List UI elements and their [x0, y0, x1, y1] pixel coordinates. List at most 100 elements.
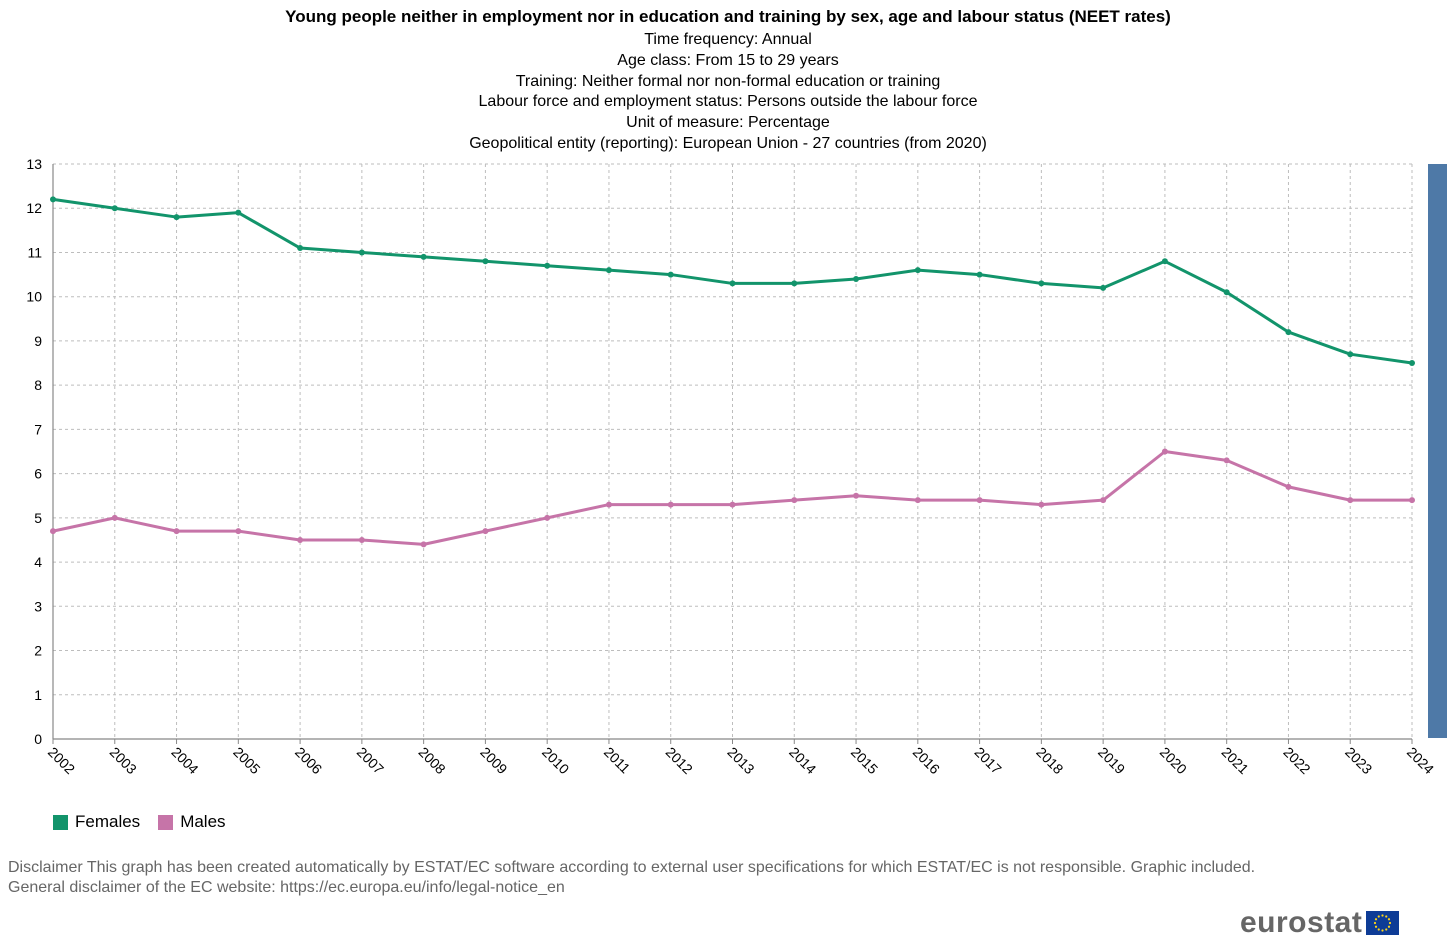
flag-star-icon — [1378, 915, 1381, 918]
data-point-males[interactable] — [914, 497, 921, 504]
data-point-females[interactable] — [914, 267, 921, 274]
data-point-females[interactable] — [1347, 351, 1354, 358]
disclaimer: Disclaimer This graph has been created a… — [8, 858, 1255, 898]
data-point-males[interactable] — [1223, 457, 1230, 464]
flag-star-icon — [1385, 915, 1388, 918]
data-point-females[interactable] — [1223, 289, 1230, 296]
legend-item-females[interactable]: Females — [53, 812, 140, 832]
y-tick-label: 13 — [26, 156, 42, 172]
data-point-females[interactable] — [420, 253, 427, 260]
data-point-females[interactable] — [358, 249, 365, 256]
data-point-males[interactable] — [544, 514, 551, 521]
data-point-females[interactable] — [853, 276, 860, 282]
x-tick-label: 2005 — [230, 744, 263, 777]
x-tick-label: 2010 — [539, 744, 572, 777]
data-point-females[interactable] — [667, 271, 674, 278]
y-tick-label: 11 — [27, 244, 42, 260]
series-females — [50, 196, 1415, 367]
data-point-females[interactable] — [50, 196, 56, 203]
data-point-females[interactable] — [976, 271, 983, 278]
x-tick-label: 2023 — [1342, 744, 1375, 777]
data-point-females[interactable] — [173, 214, 180, 221]
data-point-females[interactable] — [1285, 329, 1292, 336]
data-point-females[interactable] — [111, 205, 118, 212]
data-point-females[interactable] — [235, 209, 242, 216]
data-point-females[interactable] — [1409, 360, 1415, 367]
y-tick-label: 6 — [34, 466, 42, 482]
x-tick-label: 2008 — [416, 744, 449, 777]
x-tick-label: 2004 — [168, 744, 201, 777]
y-tick-label: 12 — [26, 200, 42, 216]
data-point-males[interactable] — [50, 528, 56, 535]
y-tick-label: 7 — [34, 421, 42, 437]
x-tick-label: 2022 — [1280, 744, 1313, 777]
x-tick-label: 2002 — [45, 744, 78, 777]
x-tick-label: 2011 — [601, 744, 634, 777]
eurostat-logo: eurostat — [1240, 908, 1400, 938]
flag-star-icon — [1375, 925, 1378, 928]
line-chart: Young people neither in employment nor i… — [26, 7, 1437, 777]
x-tick-label: 2006 — [292, 744, 325, 777]
data-point-males[interactable] — [976, 497, 983, 504]
x-tick-label: 2024 — [1404, 744, 1437, 777]
x-axis-ticks: 2002 2003 2004 2005 2006 2007 2008 2009 2010 2011… — [45, 744, 1437, 777]
data-point-males[interactable] — [729, 501, 736, 508]
subtitle-time-frequency: Time frequency: Annual — [644, 31, 812, 48]
data-point-females[interactable] — [605, 267, 612, 274]
legend-item-males[interactable]: Males — [158, 812, 226, 832]
x-tick-label: 2018 — [1033, 744, 1066, 777]
data-point-males[interactable] — [605, 501, 612, 508]
data-point-females[interactable] — [1161, 258, 1168, 265]
chart-titles: Young people neither in employment nor i… — [285, 7, 1171, 152]
data-point-males[interactable] — [1409, 497, 1415, 504]
legend-label-males: Males — [180, 812, 226, 831]
data-point-males[interactable] — [297, 536, 304, 543]
data-point-females[interactable] — [544, 262, 551, 269]
chart-title: Young people neither in employment nor i… — [285, 7, 1171, 26]
x-tick-label: 2007 — [354, 744, 387, 777]
x-tick-label: 2016 — [910, 744, 943, 777]
x-tick-label: 2019 — [1095, 744, 1128, 777]
subtitle-age-class: Age class: From 15 to 29 years — [617, 52, 838, 69]
y-tick-label: 4 — [34, 554, 42, 570]
y-tick-label: 3 — [34, 598, 42, 614]
data-point-males[interactable] — [1038, 501, 1045, 508]
data-point-males[interactable] — [420, 541, 427, 548]
data-point-females[interactable] — [482, 258, 489, 265]
data-point-females[interactable] — [1038, 280, 1045, 287]
data-point-males[interactable] — [667, 501, 674, 508]
data-point-males[interactable] — [1347, 497, 1354, 504]
data-point-males[interactable] — [853, 492, 860, 499]
data-point-males[interactable] — [1100, 497, 1107, 504]
x-tick-label: 2009 — [477, 744, 510, 777]
subtitle-unit: Unit of measure: Percentage — [626, 114, 830, 131]
x-tick-label: 2021 — [1219, 744, 1252, 777]
data-point-males[interactable] — [482, 528, 489, 535]
series-layer — [50, 196, 1415, 548]
subtitle-labour-status: Labour force and employment status: Pers… — [479, 93, 978, 110]
scroll-bar[interactable] — [1428, 164, 1447, 738]
data-point-males[interactable] — [791, 497, 798, 504]
flag-star-icon — [1378, 928, 1381, 931]
data-point-males[interactable] — [235, 528, 242, 535]
disclaimer-line-1: Disclaimer This graph has been created a… — [8, 859, 1256, 876]
males-swatch-icon — [158, 814, 174, 830]
flag-star-icon — [1385, 928, 1388, 931]
data-point-females[interactable] — [729, 280, 736, 287]
data-point-males[interactable] — [111, 514, 118, 521]
x-tick-label: 2012 — [663, 744, 696, 777]
legend: Females Males — [53, 812, 244, 832]
data-point-females[interactable] — [791, 280, 798, 287]
data-point-males[interactable] — [358, 536, 365, 543]
data-point-females[interactable] — [1100, 284, 1107, 291]
x-tick-label: 2020 — [1157, 744, 1190, 777]
data-point-males[interactable] — [1285, 483, 1292, 490]
disclaimer-line-2: General disclaimer of the EC website: ht… — [8, 879, 565, 896]
data-point-males[interactable] — [1161, 448, 1168, 455]
x-tick-label: 2017 — [971, 744, 1004, 777]
data-point-males[interactable] — [173, 528, 180, 535]
subtitle-geo-entity: Geopolitical entity (reporting): Europea… — [469, 135, 987, 152]
data-point-females[interactable] — [297, 245, 304, 252]
flag-star-icon — [1374, 921, 1377, 925]
